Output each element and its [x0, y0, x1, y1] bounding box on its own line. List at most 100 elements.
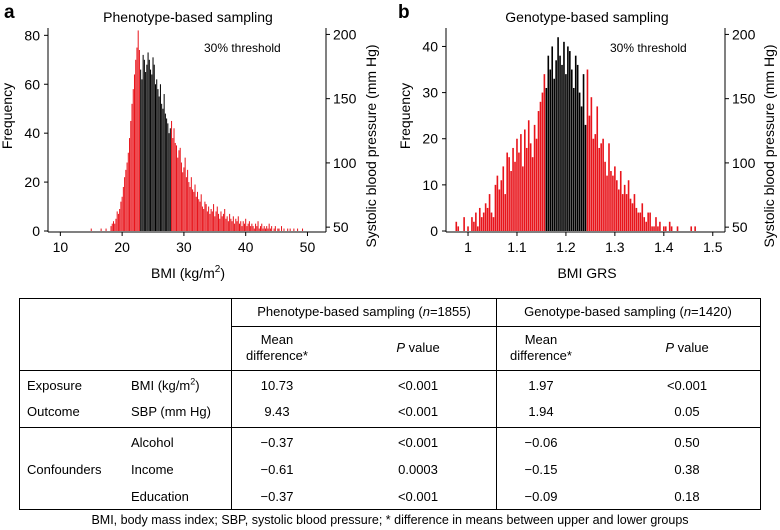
histogram-bar-middle	[545, 87, 548, 231]
histogram-bar-outer	[185, 177, 187, 231]
histogram-bar-outer	[471, 217, 473, 231]
histogram-bar-outer	[531, 157, 534, 231]
histogram-bar-outer	[209, 213, 211, 231]
histogram-bar-outer	[231, 221, 233, 231]
cell-geno-p: <0.001	[666, 378, 708, 393]
histogram-bar-outer	[598, 147, 601, 231]
histogram-bar-outer	[227, 221, 229, 231]
histogram-bar-outer	[105, 228, 107, 231]
histogram-bar-outer	[198, 199, 200, 231]
histogram-bar-outer	[273, 228, 275, 231]
histogram-bar-outer	[187, 169, 189, 231]
panel-b-title: Genotype-based sampling	[505, 9, 668, 25]
histogram-bar-middle	[161, 103, 163, 231]
confounder-rule	[19, 427, 760, 428]
cell-geno-diff: −0.15	[524, 462, 558, 477]
histogram-bar-outer	[510, 171, 512, 231]
histogram-bar-outer	[253, 228, 255, 231]
histogram-bar-outer	[229, 213, 231, 231]
histogram-bar-outer	[289, 228, 291, 231]
histogram-bar-outer	[255, 223, 257, 231]
cell-pheno-p: <0.001	[397, 378, 439, 393]
cell-pheno-p: <0.001	[397, 404, 439, 419]
y2-tick-label: 100	[333, 155, 357, 171]
histogram-bar-outer	[302, 228, 304, 231]
histogram-bar-outer	[647, 212, 649, 231]
histogram-bar-outer	[508, 157, 510, 231]
histogram-bar-outer	[590, 97, 593, 231]
histogram-bar-middle	[141, 79, 143, 231]
histogram-bar-outer	[604, 161, 606, 231]
histogram-bar-outer	[256, 226, 258, 231]
histogram-bar-outer	[293, 228, 295, 231]
cell-geno-p: 0.38	[674, 462, 700, 477]
histogram-bar-outer	[127, 152, 129, 231]
histogram-bar-outer	[204, 201, 206, 231]
histogram-bar-outer	[516, 138, 518, 231]
var-bmi: BMI (kg/m2)	[131, 376, 200, 393]
histogram-bar-outer	[641, 203, 644, 231]
histogram-bar-outer	[184, 157, 186, 231]
histogram-bar-outer	[277, 228, 279, 231]
histogram-bar-outer	[132, 89, 134, 231]
y2-tick-label: 200	[333, 26, 357, 42]
group-confounders: Confounders	[27, 462, 102, 477]
histogram-bar-middle	[569, 51, 571, 231]
histogram-bar-middle	[551, 46, 554, 232]
histogram-bar-outer	[525, 147, 528, 231]
histogram-bar-outer	[120, 201, 122, 231]
y2-tick-label: 50	[333, 219, 349, 235]
histogram-bar-middle	[574, 55, 577, 232]
histogram-bar-outer	[486, 207, 489, 231]
histogram-bar-outer	[651, 226, 653, 231]
histogram-bar-outer	[116, 211, 118, 231]
histogram-bar-outer	[520, 134, 522, 231]
histogram-bar-middle	[565, 74, 567, 231]
var-sbp: SBP (mm Hg)	[131, 404, 211, 419]
group-outcome: Outcome	[27, 404, 80, 419]
histogram-bar-outer	[243, 223, 245, 231]
histogram-bar-middle	[166, 118, 168, 231]
histogram-bar-outer	[278, 228, 280, 231]
histogram-bar-outer	[514, 161, 516, 231]
histogram-bar-outer	[246, 226, 248, 231]
histogram-bar-outer	[496, 175, 499, 231]
histogram-bar-outer	[133, 74, 135, 231]
x-tick-label: 10	[53, 239, 69, 255]
y2-tick-label: 50	[732, 219, 748, 235]
histogram-bar-outer	[177, 157, 179, 231]
histogram-bar-outer	[129, 138, 131, 231]
histogram-bar-outer	[193, 191, 195, 231]
histogram-bar-outer	[225, 218, 227, 231]
histogram-bar-middle	[157, 89, 159, 231]
histogram-bar-outer	[210, 208, 212, 231]
histogram-bar-outer	[250, 226, 252, 231]
histogram-bar-middle	[561, 64, 563, 231]
histogram-bar-outer	[122, 186, 124, 231]
y-tick-label: 10	[422, 177, 438, 193]
histogram-bar-outer	[138, 50, 140, 232]
cell-geno-p: 0.18	[674, 489, 700, 504]
histogram-bar-outer	[502, 166, 505, 231]
histogram-bar-outer	[588, 115, 591, 231]
histogram-bar-outer	[171, 120, 173, 231]
histogram-bar-outer	[235, 218, 237, 231]
histogram-bar-middle	[553, 78, 555, 231]
x-tick-label: 50	[300, 239, 316, 255]
histogram-figure: a Phenotype-based sampling 30% threshold…	[0, 2, 777, 281]
histogram-bar-middle	[555, 60, 557, 231]
y2-tick-label: 150	[333, 91, 357, 107]
x-tick-label: 1.5	[703, 239, 723, 255]
histogram-bar-outer	[172, 138, 174, 231]
histogram-bar-outer	[539, 101, 542, 231]
histogram-bar-outer	[610, 171, 612, 231]
histogram-bar-outer	[190, 177, 192, 231]
y-tick-label: 20	[422, 131, 438, 147]
y-tick-label: 30	[422, 85, 438, 101]
histogram-bar-outer	[455, 221, 458, 231]
histogram-bar-outer	[221, 216, 223, 231]
histogram-bar-outer	[657, 226, 659, 231]
histogram-bar-outer	[232, 216, 234, 231]
histogram-bar-outer	[205, 204, 207, 231]
histogram-bar-outer	[529, 143, 532, 231]
